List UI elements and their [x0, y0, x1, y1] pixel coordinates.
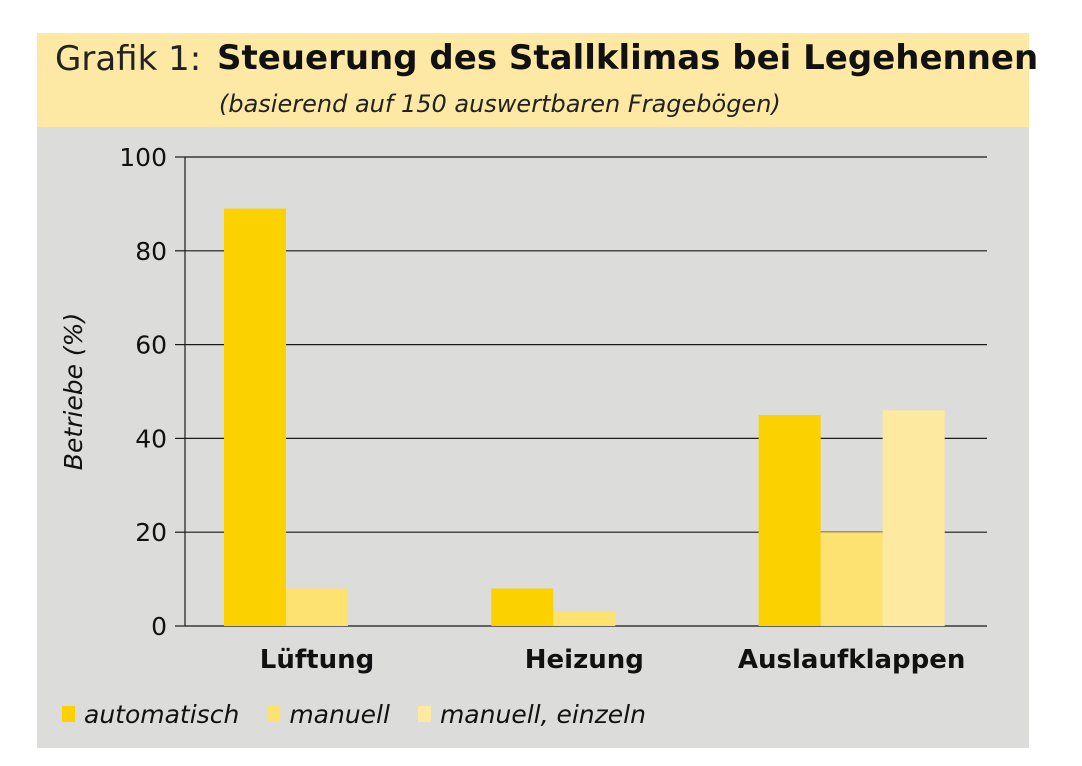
bar-manuell [820, 532, 883, 626]
chart-subtitle: (basierend auf 150 auswertbaren Fragebög… [219, 90, 781, 118]
y-tick-label: 40 [135, 424, 167, 453]
x-tick-label: Lüftung [260, 645, 374, 675]
y-tick-label: 20 [135, 518, 167, 547]
figure-label: Grafik 1: [55, 39, 202, 79]
chart-figure: Grafik 1: Steuerung des Stallklimas bei … [37, 33, 1038, 748]
bar-automatisch [491, 588, 554, 626]
y-tick-label: 80 [135, 237, 167, 266]
legend-label: manuell [289, 700, 390, 729]
legend-swatch [267, 706, 281, 722]
legend-label: manuell, einzeln [440, 700, 646, 729]
chart-header: Grafik 1: Steuerung des Stallklimas bei … [37, 33, 1038, 127]
y-axis-label: Betriebe (%) [59, 313, 88, 470]
bar-automatisch [224, 208, 286, 626]
bar-manuell--einzeln [882, 410, 945, 626]
x-tick-label: Auslaufklappen [738, 645, 966, 675]
y-tick-label: 0 [151, 612, 167, 641]
x-tick-label: Heizung [525, 645, 644, 675]
chart-title: Steuerung des Stallklimas bei Legehennen [217, 38, 1039, 78]
y-tick-label: 60 [135, 331, 167, 360]
legend-label: automatisch [84, 700, 239, 729]
bar-chart: 0 20 40 60 80 100 Betriebe (%) Lüftung Heizung Au… [59, 143, 987, 729]
y-tick-label: 100 [119, 143, 167, 172]
legend-swatch [417, 706, 431, 722]
legend-swatch [62, 706, 75, 722]
bar-manuell [553, 611, 616, 626]
bar-automatisch [758, 414, 821, 626]
bar-manuell [286, 588, 348, 626]
